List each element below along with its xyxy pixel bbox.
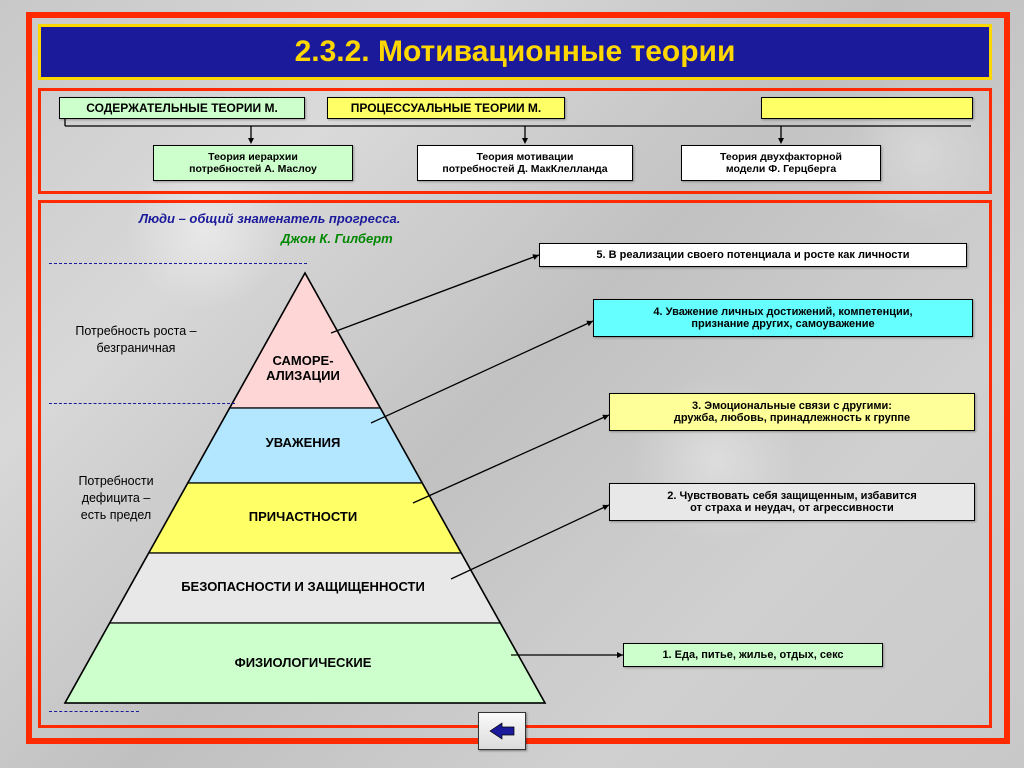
slide-frame: 2.3.2. Мотивационные теории СОДЕРЖАТЕЛЬН… [26,12,1010,744]
dash-1 [49,403,235,404]
maslow-panel: Люди – общий знаменатель прогресса. Джон… [38,200,992,728]
level-desc-1: 4. Уважение личных достижений, компетенц… [593,299,973,337]
side-label-0: Потребность роста –безграничная [51,323,221,357]
theory-sub-0: Теория иерархиипотребностей А. Маслоу [153,145,353,181]
dash-2 [49,711,139,712]
theory-tab-1[interactable]: ПРОЦЕССУАЛЬНЫЕ ТЕОРИИ М. [327,97,565,119]
theory-tab-2[interactable] [761,97,973,119]
level-desc-3: 2. Чувствовать себя защищенным, избавитс… [609,483,975,521]
slide-title: 2.3.2. Мотивационные теории [295,35,736,69]
dash-0 [49,263,307,264]
theory-sub-2: Теория двухфакторноймодели Ф. Герцберга [681,145,881,181]
theories-panel: СОДЕРЖАТЕЛЬНЫЕ ТЕОРИИ М. ПРОЦЕССУАЛЬНЫЕ Т… [38,88,992,194]
level-desc-4: 1. Еда, питье, жилье, отдых, секс [623,643,883,667]
back-icon [488,721,516,741]
pyramid-level-2: ПРИЧАСТНОСТИ [133,509,473,524]
pyramid-level-0: САМОРЕ-АЛИЗАЦИИ [133,353,473,383]
pyramid-level-3: БЕЗОПАСНОСТИ И ЗАЩИЩЕННОСТИ [133,579,473,594]
level-desc-0: 5. В реализации своего потенциала и рост… [539,243,967,267]
back-button[interactable] [478,712,526,750]
theory-sub-1: Теория мотивациипотребностей Д. МакКлелл… [417,145,633,181]
pyramid-level-4: ФИЗИОЛОГИЧЕСКИЕ [133,655,473,670]
pyramid-level-1: УВАЖЕНИЯ [133,435,473,450]
theory-tab-0[interactable]: СОДЕРЖАТЕЛЬНЫЕ ТЕОРИИ М. [59,97,305,119]
title-bar: 2.3.2. Мотивационные теории [38,24,992,80]
level-desc-2: 3. Эмоциональные связи с другими:дружба,… [609,393,975,431]
